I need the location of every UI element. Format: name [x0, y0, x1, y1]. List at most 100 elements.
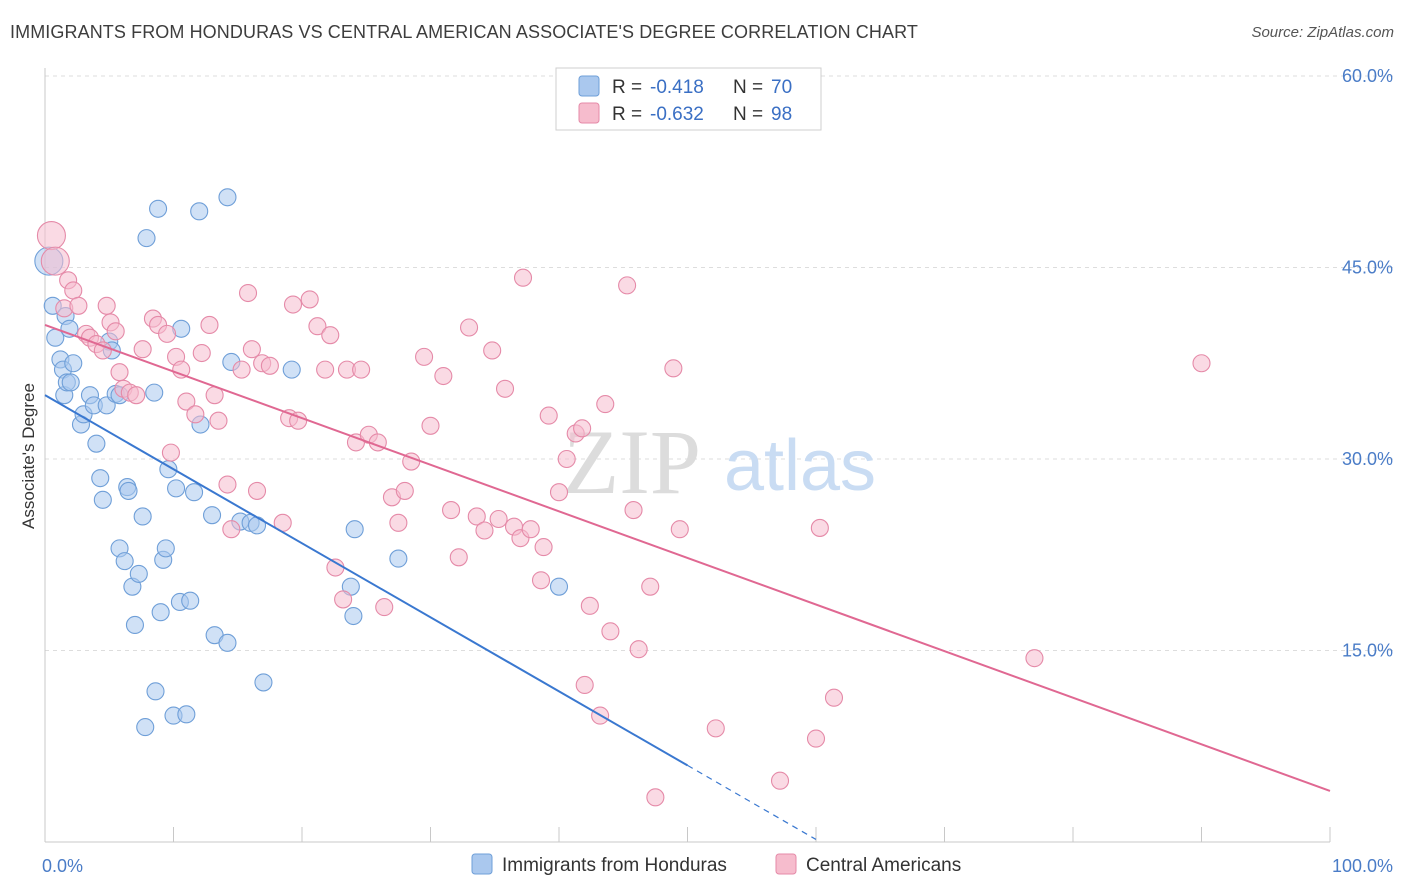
- central-american-point-9: [93, 341, 112, 360]
- central-american-point-72: [521, 520, 540, 539]
- central-american-point-76: [549, 483, 569, 502]
- central-american-point-85: [618, 276, 637, 295]
- central-american-point-79: [573, 419, 592, 438]
- honduras-point-44: [177, 705, 196, 724]
- central-american-point-24: [177, 392, 196, 411]
- legend-box: [555, 67, 822, 131]
- honduras-point-31: [136, 718, 155, 737]
- honduras-point-35: [149, 199, 168, 218]
- watermark-atlas: atlas: [724, 426, 876, 506]
- central-american-point-30: [218, 475, 237, 494]
- honduras-point-56: [247, 516, 267, 535]
- honduras-point-30: [133, 507, 152, 526]
- central-american-point-84: [601, 622, 620, 641]
- central-american-point-75: [539, 406, 558, 425]
- honduras-point-58: [282, 360, 301, 379]
- central-american-point-65: [475, 521, 494, 540]
- central-american-point-53: [375, 598, 394, 617]
- y-tick-label-3: 60.0%: [1342, 66, 1393, 86]
- central-american-point-44: [316, 360, 335, 379]
- central-american-point-86: [624, 501, 643, 520]
- central-american-point-98: [1192, 354, 1211, 373]
- central-american-point-94: [806, 729, 826, 748]
- central-american-point-91: [670, 520, 689, 539]
- central-american-point-43: [308, 317, 327, 336]
- trend-lines: [44, 324, 1331, 840]
- central-american-point-90: [664, 359, 683, 378]
- honduras-point-41: [167, 479, 186, 498]
- legend-r-value-1: -0.418: [650, 77, 704, 98]
- honduras-point-63: [549, 577, 569, 596]
- legend-swatch-pink: [578, 102, 600, 124]
- central-american-point-55: [389, 513, 408, 532]
- honduras-point-16: [91, 469, 110, 488]
- central-american-point-88: [641, 577, 660, 596]
- central-american-point-45: [321, 326, 340, 345]
- central-american-point-20: [158, 324, 177, 343]
- central-american-point-66: [483, 341, 502, 360]
- chart-source: Source: ZipAtlas.com: [1251, 24, 1394, 41]
- honduras-point-17: [93, 490, 112, 509]
- legend-r-label-2: R =: [612, 104, 642, 125]
- legend-swatch-central-americans: [775, 853, 797, 875]
- honduras-point-46: [185, 483, 204, 502]
- central-american-point-77: [557, 449, 576, 469]
- central-american-point-42: [300, 290, 319, 309]
- central-american-point-81: [580, 596, 599, 615]
- central-american-point-47: [334, 590, 353, 609]
- central-american-point-16: [127, 386, 146, 405]
- legend-label-honduras: Immigrants from Honduras: [502, 855, 727, 876]
- central-american-point-73: [531, 571, 551, 590]
- central-american-point-29: [209, 411, 228, 430]
- central-american-point-0: [36, 221, 66, 251]
- central-american-point-35: [247, 481, 267, 500]
- central-american-point-93: [770, 771, 790, 790]
- central-american-point-4: [64, 281, 83, 300]
- honduras-point-38: [156, 539, 175, 558]
- central-american-point-40: [283, 295, 303, 314]
- central-american-point-34: [242, 340, 261, 359]
- central-american-point-59: [421, 416, 440, 435]
- honduras-point-48: [190, 202, 209, 221]
- central-american-point-10: [97, 296, 116, 315]
- legend-n-label-1: N =: [733, 77, 763, 98]
- honduras-point-15: [87, 434, 106, 453]
- honduras-point-10: [64, 354, 83, 373]
- central-american-point-23: [172, 360, 191, 379]
- central-americans-trend-line: [44, 324, 1331, 792]
- central-american-point-37: [260, 356, 279, 375]
- y-tick-label-1: 30.0%: [1342, 449, 1393, 469]
- chart-title: IMMIGRANTS FROM HONDURAS VS CENTRAL AMER…: [10, 22, 918, 42]
- legend-swatch-honduras: [471, 853, 493, 875]
- central-american-point-5: [69, 296, 88, 315]
- central-american-point-96: [824, 688, 844, 707]
- central-american-point-32: [232, 360, 251, 379]
- series-central-americans-points: [36, 221, 1211, 807]
- central-american-point-64: [467, 507, 486, 526]
- central-american-point-12: [106, 322, 125, 341]
- central-american-point-60: [434, 366, 453, 386]
- central-american-point-25: [186, 405, 205, 424]
- central-american-point-87: [629, 640, 648, 659]
- central-american-point-63: [459, 318, 479, 337]
- central-american-point-71: [513, 268, 533, 287]
- legend-swatch-blue: [578, 75, 600, 97]
- central-american-point-83: [596, 395, 615, 414]
- central-american-point-56: [395, 481, 414, 500]
- y-tick-label-2: 45.0%: [1342, 258, 1393, 278]
- legend-n-label-2: N =: [733, 104, 763, 125]
- correlation-legend: R = -0.418 N = 70 R = -0.632 N = 98: [555, 67, 822, 131]
- honduras-point-60: [344, 606, 363, 626]
- honduras-point-57: [254, 673, 273, 692]
- central-american-point-80: [575, 675, 594, 695]
- central-american-point-67: [489, 509, 508, 529]
- central-american-point-95: [810, 518, 829, 537]
- honduras-point-61: [345, 520, 364, 539]
- legend-n-value-2: 98: [771, 104, 792, 125]
- watermark: ZIP atlas: [563, 411, 876, 513]
- central-american-point-74: [534, 538, 553, 557]
- honduras-trend-extension: [687, 764, 817, 840]
- honduras-point-49: [203, 506, 222, 525]
- honduras-point-62: [389, 549, 408, 568]
